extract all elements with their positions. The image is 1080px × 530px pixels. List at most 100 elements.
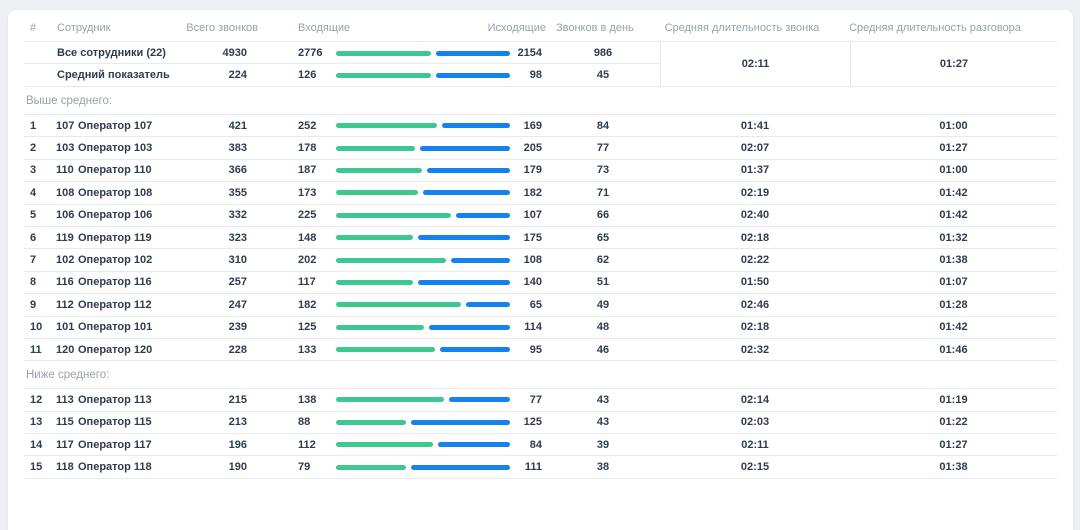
avg-talk-duration-value: 01:32	[939, 231, 968, 244]
outgoing-bar-segment	[427, 167, 510, 173]
incoming-outgoing-bar	[336, 190, 510, 196]
table-row: 7 102 Оператор 102 310 202 108 62 02:22 …	[24, 249, 1057, 272]
table-row: 8 116 Оператор 116 257 117 140 51 01:50 …	[24, 272, 1057, 295]
avg-talk-duration-value: 01:22	[939, 416, 968, 429]
avg-call-duration-value: 01:50	[740, 276, 770, 289]
outgoing-bar-segment	[420, 145, 510, 151]
section-label: Ниже среднего:	[24, 361, 1057, 390]
employee-cell: 118 Оператор 118	[56, 461, 184, 473]
row-rank: 5	[30, 209, 37, 222]
incoming-bar-segment	[336, 190, 418, 196]
outgoing-bar-segment	[436, 72, 510, 78]
employee-id: 116	[56, 276, 74, 289]
incoming-bar-segment	[336, 464, 406, 470]
calls-per-day-value: 66	[596, 209, 610, 222]
header-total-calls: Всего звонков	[186, 22, 258, 34]
header-avg-call-duration: Средняя длительность звонка	[664, 22, 820, 34]
incoming-bar-segment	[336, 302, 461, 308]
avg-call-duration-value: 02:19	[740, 186, 770, 199]
avg-talk-duration-value: 01:07	[939, 276, 968, 289]
header-outgoing: Исходящие	[487, 22, 546, 34]
outgoing-value: 84	[529, 438, 542, 451]
employee-id: 113	[56, 393, 74, 406]
employee-cell: 106 Оператор 106	[56, 209, 184, 221]
incoming-bar-segment	[336, 212, 451, 218]
outgoing-value: 107	[523, 209, 542, 222]
employee-cell: 103 Оператор 103	[56, 142, 184, 154]
outgoing-bar-segment	[442, 123, 510, 129]
outgoing-bar-segment	[418, 279, 510, 285]
employee-cell: 107 Оператор 107	[56, 120, 184, 132]
calls-per-day-value: 84	[596, 119, 610, 132]
employee-cell: 120 Оператор 120	[56, 344, 184, 356]
avg-talk-duration-value: 01:28	[939, 298, 968, 311]
incoming-bar-segment	[336, 167, 422, 173]
calls-per-day-value: 65	[596, 231, 610, 244]
row-rank: 11	[30, 343, 42, 356]
total-calls-value: 332	[228, 209, 247, 222]
incoming-outgoing-bar	[336, 72, 510, 78]
row-rank: 9	[30, 298, 37, 311]
employee-id: 103	[56, 142, 75, 155]
employee-name: Оператор 113	[78, 393, 152, 406]
employee-id: 107	[56, 119, 75, 132]
summary-block: Все сотрудники (22) 4930 2776 2154 986 С…	[24, 42, 1057, 87]
total-calls-value: 196	[228, 438, 247, 451]
total-calls-value: 190	[228, 461, 247, 474]
avg-call-duration-value: 02:14	[740, 393, 770, 406]
summary-avg-total: 224	[228, 69, 247, 81]
avg-call-duration-value: 02:15	[740, 461, 770, 474]
incoming-outgoing-bar	[336, 212, 510, 218]
table-body: Выше среднего: 1 107 Оператор 107 421 25…	[24, 87, 1057, 479]
incoming-value: 125	[298, 321, 317, 334]
outgoing-value: 125	[523, 416, 542, 429]
employee-name: Оператор 107	[78, 119, 153, 132]
employee-cell: 112 Оператор 112	[56, 299, 184, 311]
table-row: 9 112 Оператор 112 247 182 65 49 02:46 0…	[24, 294, 1057, 317]
outgoing-bar-segment	[438, 442, 510, 448]
incoming-outgoing-bar	[336, 397, 510, 403]
employee-cell: 115 Оператор 115	[56, 416, 184, 428]
table-row: 5 106 Оператор 106 332 225 107 66 02:40 …	[24, 205, 1057, 227]
avg-talk-duration-value: 01:00	[939, 164, 968, 177]
avg-call-duration-value: 02:07	[740, 142, 770, 155]
row-rank: 1	[30, 119, 37, 132]
outgoing-bar-segment	[466, 302, 510, 308]
summary-all-label: Все сотрудники (22)	[57, 47, 166, 59]
incoming-value: 112	[298, 438, 316, 451]
calls-per-day-value: 77	[596, 142, 610, 155]
outgoing-bar-segment	[411, 464, 510, 470]
row-rank: 12	[30, 393, 43, 406]
incoming-value: 138	[298, 393, 317, 406]
incoming-value: 88	[298, 416, 311, 429]
table-row: 6 119 Оператор 119 323 148 175 65 02:18 …	[24, 227, 1057, 250]
incoming-bar-segment	[336, 397, 444, 403]
avg-talk-duration-value: 01:42	[939, 186, 968, 199]
row-rank: 15	[30, 461, 43, 474]
incoming-bar-segment	[336, 347, 435, 353]
employee-cell: 117 Оператор 117	[56, 439, 184, 451]
employee-id: 120	[56, 343, 75, 356]
incoming-outgoing-bar	[336, 279, 510, 285]
outgoing-value: 114	[524, 321, 542, 334]
calls-per-day-value: 51	[596, 276, 610, 289]
summary-divider	[24, 63, 660, 64]
incoming-value: 133	[298, 343, 317, 356]
employee-id: 108	[56, 186, 75, 199]
incoming-bar-segment	[336, 145, 415, 151]
avg-call-duration-value: 02:18	[740, 321, 770, 334]
table-row: 2 103 Оператор 103 383 178 205 77 02:07 …	[24, 137, 1057, 160]
employee-cell: 102 Оператор 102	[56, 254, 184, 266]
outgoing-bar-segment	[451, 257, 510, 263]
incoming-outgoing-bar	[336, 257, 510, 263]
row-rank: 8	[30, 276, 37, 289]
calls-per-day-value: 39	[596, 438, 610, 451]
row-rank: 14	[30, 438, 43, 451]
total-calls-value: 383	[228, 142, 247, 155]
summary-all-incoming: 2776	[298, 47, 323, 59]
header-employee: Сотрудник	[57, 22, 111, 34]
employee-cell: 101 Оператор 101	[56, 321, 184, 333]
incoming-bar-segment	[336, 324, 424, 330]
total-calls-value: 239	[228, 321, 247, 334]
incoming-outgoing-bar	[336, 123, 510, 129]
